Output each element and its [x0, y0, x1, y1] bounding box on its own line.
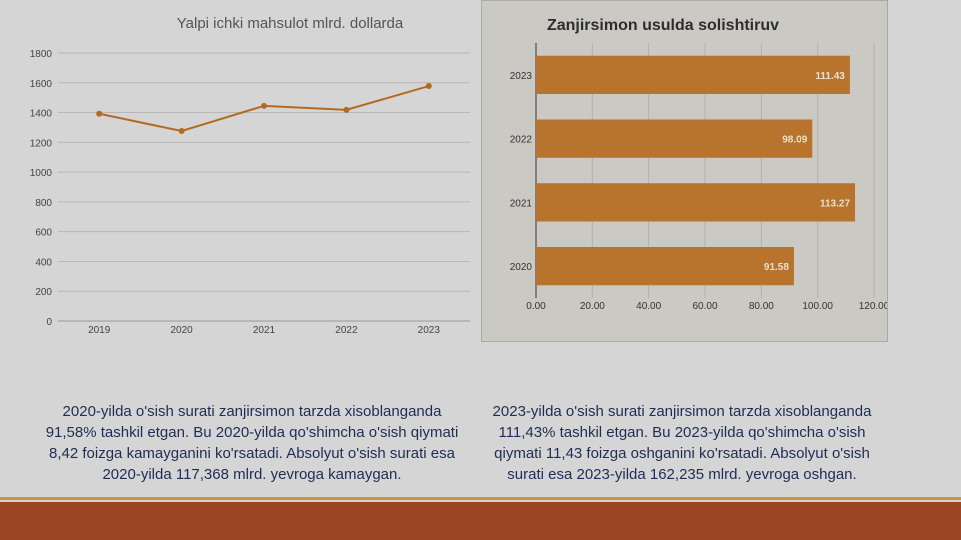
- x-tick-label: 2020: [170, 325, 193, 336]
- bar-2021: [536, 183, 856, 222]
- footer-bar: [0, 502, 961, 540]
- y-tick-label: 600: [35, 228, 52, 239]
- x-tick-label: 2019: [88, 325, 111, 336]
- gdp-data-point: [343, 106, 350, 113]
- x-tick-label: 2022: [335, 325, 358, 336]
- y-tick-label: 1200: [30, 138, 53, 149]
- bar-value-label: 91.58: [764, 262, 789, 273]
- x-tick-label: 120.00: [859, 301, 887, 312]
- left-caption: 2020-yilda o'sish surati zanjirsimon tar…: [45, 403, 459, 483]
- y-tick-label: 2021: [510, 198, 533, 209]
- gdp-data-point: [425, 83, 432, 90]
- x-tick-label: 80.00: [749, 301, 774, 312]
- gdp-line-chart-svg: Yalpi ichki mahsulot mlrd. dollarda 0 200 4…: [30, 15, 470, 336]
- bar-2020: [536, 247, 794, 286]
- gdp-data-point: [261, 102, 267, 109]
- bar-value-label: 98.09: [782, 135, 807, 146]
- gdp-line-chart: Yalpi ichki mahsulot mlrd. dollarda 0 200 4…: [0, 0, 480, 345]
- chain-comparison-bar-chart: Zanjirsimon usulda solishtiruv 0.00 20.00 4…: [481, 0, 890, 342]
- bar-2023: [536, 55, 850, 94]
- gdp-data-point: [178, 128, 185, 135]
- x-tick-label: 2023: [418, 325, 441, 336]
- y-tick-label: 2020: [510, 262, 533, 273]
- y-tick-label: 0: [46, 317, 52, 328]
- bar-2022: [536, 119, 813, 158]
- y-tick-label: 2023: [510, 71, 533, 82]
- footer-accent-line: [0, 497, 961, 500]
- x-tick-label: 20.00: [580, 301, 605, 312]
- bar-chart-title: Zanjirsimon usulda solishtiruv: [547, 17, 779, 34]
- x-tick-label: 2021: [253, 325, 276, 336]
- x-tick-label: 100.00: [802, 301, 833, 312]
- y-tick-label: 2022: [510, 135, 533, 146]
- y-tick-label: 1400: [30, 109, 53, 120]
- bar-value-label: 113.27: [820, 198, 850, 209]
- x-tick-label: 40.00: [636, 301, 661, 312]
- right-caption: 2023-yilda o'sish surati zanjirsimon tar…: [492, 403, 872, 483]
- bar-value-label: 111.43: [815, 71, 845, 82]
- chain-comparison-bar-chart-svg: Zanjirsimon usulda solishtiruv 0.00 20.00 4…: [510, 17, 890, 312]
- y-tick-label: 1000: [30, 168, 53, 179]
- y-tick-label: 200: [35, 287, 52, 298]
- x-tick-label: 0.00: [526, 301, 546, 312]
- y-tick-label: 1800: [30, 49, 53, 60]
- y-tick-label: 1600: [30, 79, 53, 90]
- gdp-data-point: [96, 110, 103, 117]
- y-tick-label: 400: [35, 257, 52, 268]
- y-tick-label: 800: [35, 198, 52, 209]
- line-chart-title: Yalpi ichki mahsulot mlrd. dollarda: [177, 15, 404, 32]
- x-tick-label: 60.00: [692, 301, 717, 312]
